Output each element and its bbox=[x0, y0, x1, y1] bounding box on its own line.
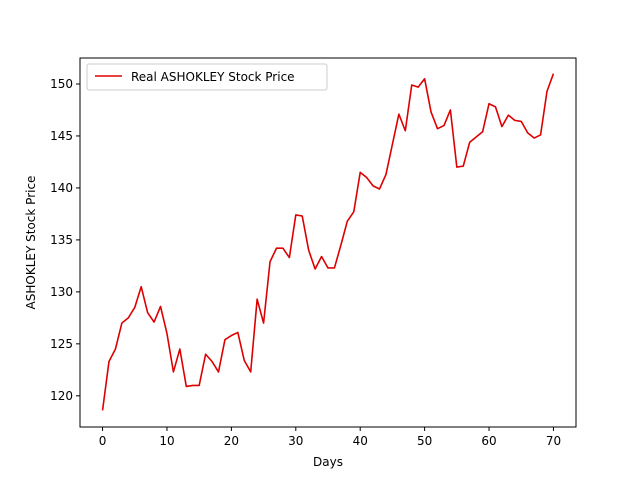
series-line bbox=[101, 73, 555, 411]
series-layer bbox=[101, 73, 555, 411]
y-tick-label: 145 bbox=[50, 129, 73, 143]
x-tick-label: 10 bbox=[159, 434, 174, 448]
y-tick-label: 150 bbox=[50, 77, 73, 91]
x-tick-label: 50 bbox=[417, 434, 432, 448]
y-tick-label: 120 bbox=[50, 389, 73, 403]
y-tick-label: 140 bbox=[50, 181, 73, 195]
x-axis-ticks: 0 10 20 30 40 50 60 70 bbox=[99, 427, 561, 448]
y-tick-label: 130 bbox=[50, 285, 73, 299]
y-tick-label: 125 bbox=[50, 337, 73, 351]
x-tick-label: 40 bbox=[353, 434, 368, 448]
y-tick-label: 135 bbox=[50, 233, 73, 247]
legend-box bbox=[86, 63, 328, 91]
x-axis-label: Days bbox=[313, 455, 343, 469]
x-tick-label: 60 bbox=[481, 434, 496, 448]
x-tick-label: 0 bbox=[99, 434, 107, 448]
y-axis-label: ASHOKLEY Stock Price bbox=[24, 176, 38, 310]
plot-frame bbox=[79, 57, 577, 428]
x-tick-label: 20 bbox=[224, 434, 239, 448]
x-tick-label: 30 bbox=[288, 434, 303, 448]
x-tick-label: 70 bbox=[546, 434, 561, 448]
legend-label: Real ASHOKLEY Stock Price bbox=[131, 70, 295, 84]
y-axis-ticks: 120 125 130 135 140 145 150 bbox=[50, 77, 80, 403]
legend: Real ASHOKLEY Stock Price bbox=[86, 63, 328, 91]
